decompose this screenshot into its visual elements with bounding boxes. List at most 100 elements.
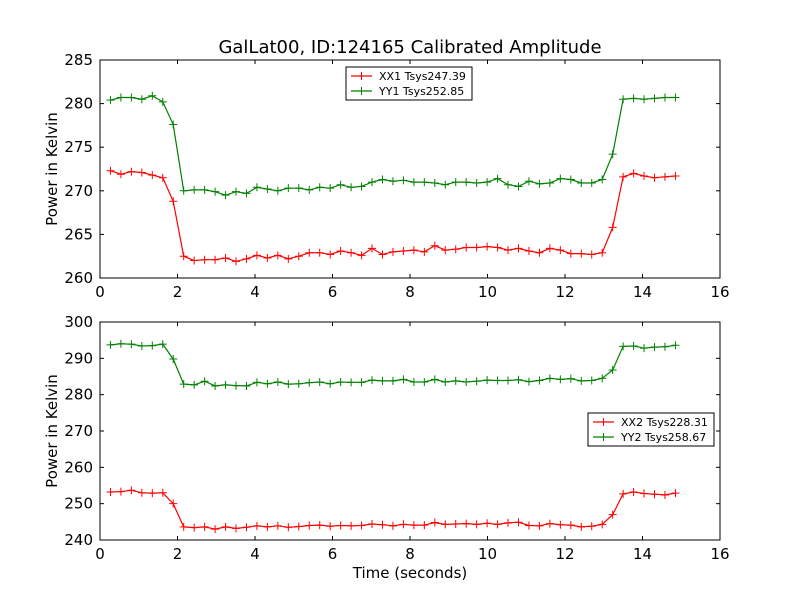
data-point [409, 377, 418, 386]
data-point [388, 521, 397, 530]
data-point [640, 344, 649, 353]
legend-marker [357, 72, 366, 80]
data-point [190, 380, 199, 389]
y-tick-label: 260 [64, 269, 93, 287]
data-point [169, 197, 178, 206]
data-point [420, 247, 429, 256]
y-tick-label: 270 [64, 422, 93, 440]
x-tick-label: 6 [328, 545, 338, 563]
data-point [252, 183, 261, 192]
data-point [608, 510, 617, 519]
data-point [336, 521, 345, 530]
data-point [462, 377, 471, 386]
data-point [315, 521, 324, 530]
data-point [514, 518, 523, 527]
figure-title: GalLat00, ID:124165 Calibrated Amplitude [218, 37, 601, 58]
data-point [158, 340, 167, 349]
data-point [493, 243, 502, 252]
data-point [577, 522, 586, 531]
data-point [148, 171, 157, 180]
data-point [671, 171, 680, 180]
data-point [127, 93, 136, 102]
data-point [148, 91, 157, 100]
y-tick-label: 260 [64, 458, 93, 476]
data-point [127, 340, 136, 349]
data-point [200, 185, 209, 194]
data-point [598, 248, 607, 257]
data-point [169, 499, 178, 508]
x-tick-label: 2 [173, 283, 183, 301]
data-point [619, 342, 628, 351]
data-point [284, 254, 293, 263]
data-point [472, 243, 481, 252]
data-point [211, 381, 220, 390]
data-point [420, 377, 429, 386]
data-point [221, 191, 230, 200]
data-point [504, 246, 513, 255]
data-point [294, 252, 303, 261]
data-point [179, 380, 188, 389]
plot-panel-1: 0 2 4 6 8 10 12 14 16 260 265 270 275 280 285 Power in … [43, 51, 730, 301]
y-axis-label: Power in Kelvin [43, 374, 61, 488]
data-point [420, 178, 429, 187]
series-2 [106, 339, 680, 390]
data-point [158, 488, 167, 497]
data-point [315, 183, 324, 192]
y-tick-label: 270 [64, 182, 93, 200]
data-point [116, 339, 125, 348]
data-point [420, 521, 429, 530]
data-point [200, 522, 209, 531]
data-point [629, 169, 638, 178]
data-point [242, 523, 251, 532]
data-point [294, 522, 303, 531]
data-point [524, 246, 533, 255]
data-point [368, 244, 377, 253]
data-point [221, 380, 230, 389]
data-point [430, 241, 439, 250]
data-point [273, 186, 282, 195]
data-point [556, 174, 565, 183]
data-point [430, 375, 439, 384]
data-point [462, 243, 471, 252]
x-tick-label: 10 [478, 283, 497, 301]
x-tick-label: 16 [710, 283, 729, 301]
data-point [524, 521, 533, 530]
data-point [504, 376, 513, 385]
data-point [524, 377, 533, 386]
data-point [315, 248, 324, 257]
data-point [619, 95, 628, 104]
data-point [462, 519, 471, 528]
y-tick-label: 275 [64, 138, 93, 156]
data-point [566, 175, 575, 184]
data-point [368, 520, 377, 529]
plot-panel-2: 0 2 4 6 8 10 12 14 16 240 250 260 270 280 290 300 Power … [43, 313, 730, 563]
data-point [378, 520, 387, 529]
series-1 [106, 166, 680, 266]
data-point [493, 376, 502, 385]
data-point [137, 341, 146, 350]
data-point [326, 250, 335, 259]
data-point [629, 488, 638, 497]
y-tick-label: 280 [64, 95, 93, 113]
x-tick-label: 8 [405, 545, 415, 563]
data-point [650, 490, 659, 499]
data-point [671, 341, 680, 350]
data-point [660, 172, 669, 181]
data-point [556, 246, 565, 255]
legend-item: XX2 Tsys228.31 [593, 416, 708, 429]
data-point [263, 253, 272, 262]
data-point [441, 246, 450, 255]
x-tick-label: 4 [250, 283, 260, 301]
data-point [200, 377, 209, 386]
data-point [577, 178, 586, 187]
data-point [483, 178, 492, 187]
data-point [242, 189, 251, 198]
data-point [388, 247, 397, 256]
data-point [388, 376, 397, 385]
data-point [158, 97, 167, 106]
legend-box [345, 66, 473, 101]
x-tick-label: 0 [95, 545, 105, 563]
data-point [242, 381, 251, 390]
legend-label: YY1 Tsys252.85 [378, 85, 464, 98]
data-point [148, 489, 157, 498]
